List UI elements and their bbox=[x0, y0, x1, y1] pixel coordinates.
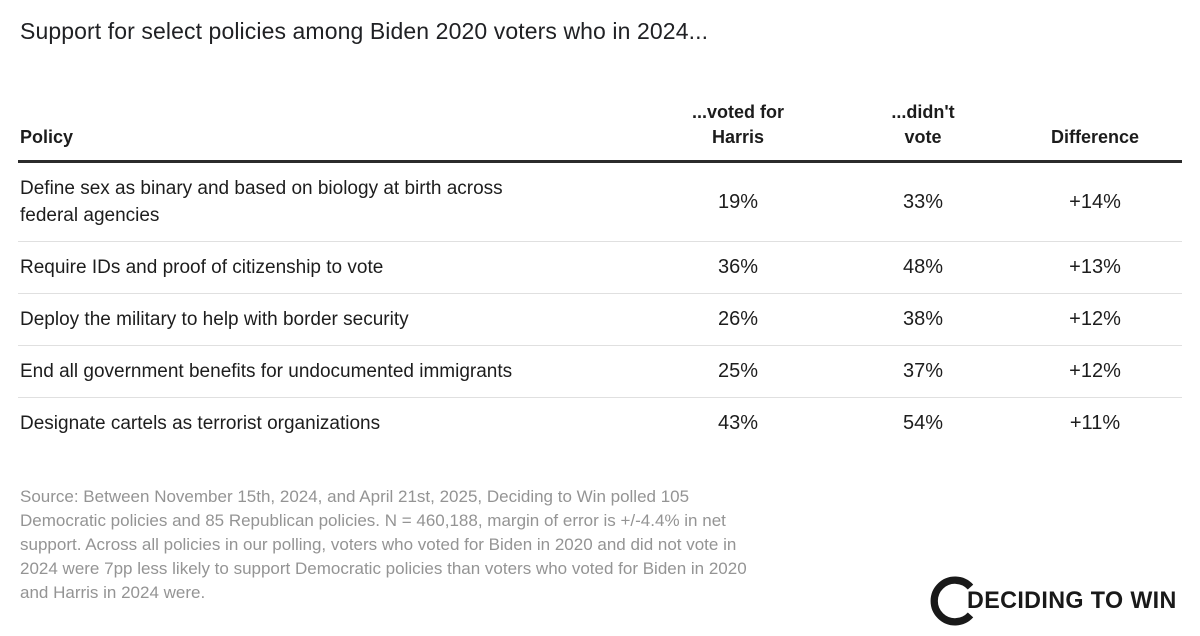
table-row: Deploy the military to help with border … bbox=[18, 293, 1182, 346]
voted-for-harris-cell: 19% bbox=[638, 161, 838, 242]
table-row: End all government benefits for undocume… bbox=[18, 345, 1182, 398]
voted-for-harris-cell: 25% bbox=[638, 345, 838, 398]
voted-for-harris-cell: 26% bbox=[638, 293, 838, 346]
table-row: Define sex as binary and based on biolog… bbox=[18, 161, 1182, 242]
didnt-vote-cell: 48% bbox=[838, 241, 1008, 294]
difference-cell: +11% bbox=[1069, 412, 1121, 434]
policy-cell: Deploy the military to help with border … bbox=[18, 293, 638, 346]
voted-for-harris-cell: 43% bbox=[717, 412, 759, 434]
difference-cell: +12% bbox=[1008, 293, 1182, 346]
didnt-vote-cell: 37% bbox=[838, 345, 1008, 398]
policy-cell: Define sex as binary and based on biolog… bbox=[18, 161, 638, 242]
column-header-didnt-vote: ...didn't vote bbox=[838, 100, 1008, 163]
difference-cell: +14% bbox=[1008, 161, 1182, 242]
table-row: Designate cartels as terrorist organizat… bbox=[18, 398, 1182, 450]
chart-title: Support for select policies among Biden … bbox=[20, 18, 709, 44]
column-header-voted-for-harris: ...voted for Harris bbox=[638, 100, 838, 163]
policy-cell: Designate cartels as terrorist organizat… bbox=[20, 413, 381, 434]
policy-table: Policy ...voted for Harris ...didn't vot… bbox=[18, 100, 1182, 449]
voted-for-harris-cell: 36% bbox=[638, 241, 838, 294]
logo-text: DECIDING TO WIN bbox=[966, 587, 1177, 614]
column-header-policy: Policy bbox=[18, 100, 638, 163]
didnt-vote-cell: 54% bbox=[902, 412, 944, 434]
column-header-difference: Difference bbox=[1008, 100, 1182, 163]
didnt-vote-cell: 38% bbox=[838, 293, 1008, 346]
logo: DECIDING TO WIN bbox=[930, 576, 1183, 626]
policy-cell: End all government benefits for undocume… bbox=[18, 345, 638, 398]
didnt-vote-cell: 33% bbox=[838, 161, 1008, 242]
policy-cell: Require IDs and proof of citizenship to … bbox=[18, 241, 638, 294]
table-header-row: Policy ...voted for Harris ...didn't vot… bbox=[18, 100, 1182, 163]
difference-cell: +12% bbox=[1008, 345, 1182, 398]
source-note: Source: Between November 15th, 2024, and… bbox=[20, 487, 747, 602]
infographic-page: Support for select policies among Biden … bbox=[0, 16, 1200, 636]
difference-cell: +13% bbox=[1008, 241, 1182, 294]
table-row: Require IDs and proof of citizenship to … bbox=[18, 241, 1182, 294]
